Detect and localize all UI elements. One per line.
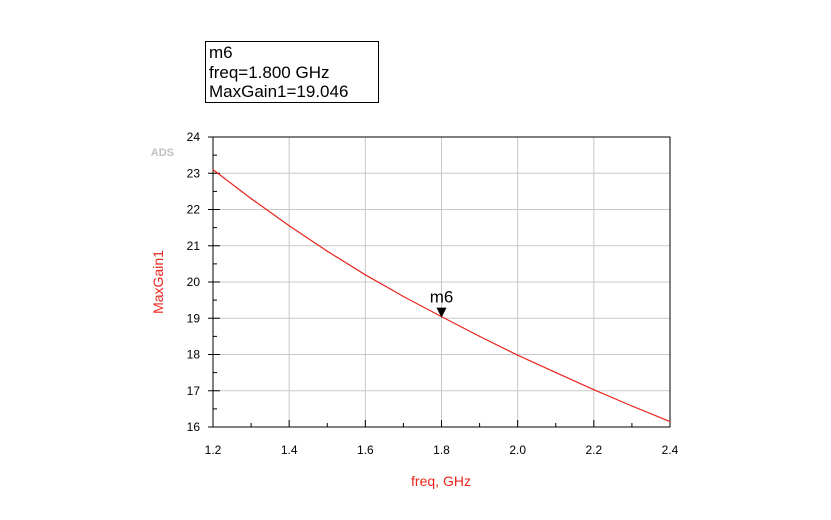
y-tick-label: 16 — [187, 420, 201, 434]
series-point — [478, 335, 481, 337]
y-tick-label: 23 — [187, 166, 201, 180]
marker-readout-name: m6 — [209, 43, 233, 62]
marker-readout-box: m6 freq=1.800 GHz MaxGain1=19.046 — [205, 41, 379, 103]
series-point — [288, 225, 290, 227]
marker-layer: m6 — [430, 288, 454, 318]
series-point — [364, 274, 366, 276]
series-point — [402, 295, 405, 298]
series-point — [517, 354, 519, 356]
x-axis-label: freq, GHz — [411, 473, 471, 489]
marker-triangle-icon — [436, 307, 447, 318]
x-tick-label: 1.2 — [205, 443, 222, 457]
x-tick-label: 1.8 — [433, 443, 450, 457]
y-tick-label: 18 — [187, 348, 201, 362]
y-tick-label: 21 — [187, 239, 201, 253]
y-tick-label: 20 — [187, 275, 201, 289]
marker-readout-freq: freq=1.800 GHz — [209, 62, 330, 82]
y-tick-label: 17 — [187, 384, 201, 398]
x-tick-label: 2.0 — [509, 443, 526, 457]
y-axis-label: MaxGain1 — [150, 250, 166, 314]
series-point — [326, 250, 328, 252]
x-tick-label: 1.6 — [357, 443, 374, 457]
marker-label: m6 — [430, 288, 454, 307]
series-point — [593, 389, 595, 391]
y-tick-label: 22 — [187, 203, 201, 217]
axes: 1.2 1.4 1.6 1.8 2.0 2.2 2.4 16 17 18 19 20 21 22 23 24 — [187, 130, 679, 457]
series-point — [631, 405, 633, 407]
x-tick-label: 2.2 — [585, 443, 602, 457]
marker-readout-value: MaxGain1=19.046 — [209, 82, 349, 101]
y-tick-label: 24 — [187, 130, 201, 144]
y-tick-label: 19 — [187, 311, 201, 325]
series-point — [555, 372, 557, 374]
grid — [212, 136, 671, 428]
x-tick-label: 1.4 — [281, 443, 298, 457]
series-point — [250, 198, 252, 200]
ads-watermark: ADS — [151, 147, 174, 159]
series-point — [669, 420, 671, 423]
series-point — [212, 169, 214, 171]
x-tick-label: 2.4 — [662, 443, 679, 457]
